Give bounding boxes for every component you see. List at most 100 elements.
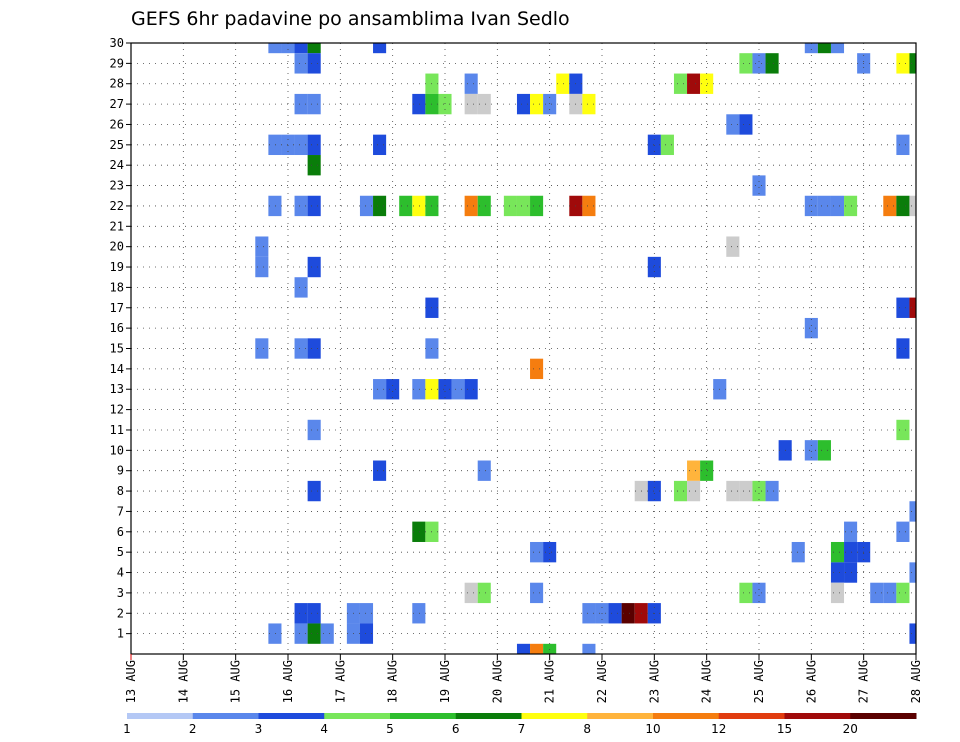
colorbar-label: 6: [452, 722, 460, 736]
data-cell: [412, 603, 426, 624]
y-tick-label: 14: [110, 362, 124, 376]
data-cell: [660, 134, 674, 156]
data-cell: [307, 134, 321, 156]
data-cell: [307, 256, 321, 278]
data-cell: [412, 521, 426, 542]
data-cell: [909, 623, 916, 644]
y-tick-label: 9: [117, 464, 124, 478]
colorbar-swatch: [258, 713, 325, 719]
y-axis-ticks: 1234567891011121314151617181920212223242…: [110, 36, 131, 641]
data-cell: [373, 379, 387, 400]
data-cell: [804, 43, 818, 54]
colorbar-label: 15: [777, 722, 792, 736]
data-cell: [255, 338, 269, 359]
x-tick-label: 26 AUG: [804, 660, 818, 703]
data-cell: [739, 582, 753, 604]
data-cell: [647, 134, 661, 156]
data-cell: [294, 195, 308, 217]
x-tick-label: 17 AUG: [333, 660, 347, 703]
x-axis-ticks: 13 AUG 14 AUG 15 AUG 16 AUG 17 AUG 18 AUG 19 A…: [124, 654, 923, 703]
data-cell: [359, 195, 374, 217]
data-cell: [464, 93, 478, 115]
data-cell: [765, 53, 779, 74]
data-cell: [294, 43, 308, 54]
data-cell: [896, 521, 910, 542]
data-cell: [530, 93, 544, 115]
data-cell: [464, 195, 478, 217]
data-cell: [412, 93, 426, 115]
data-cell: [647, 256, 661, 278]
data-cell: [844, 541, 858, 563]
data-cell: [530, 541, 544, 563]
data-cell: [556, 73, 570, 94]
data-cell: [804, 440, 818, 461]
y-tick-label: 15: [110, 342, 124, 356]
data-cell: [373, 43, 387, 54]
x-tick-label: 13 AUG: [124, 660, 138, 703]
data-cell: [307, 195, 321, 217]
y-tick-label: 21: [110, 219, 124, 233]
colorbar-label: 3: [255, 722, 263, 736]
y-tick-label: 1: [117, 627, 124, 641]
data-cell: [373, 134, 387, 156]
data-cell: [870, 582, 884, 604]
x-tick-label: 23 AUG: [647, 660, 661, 703]
data-cell: [516, 195, 531, 217]
data-cell: [294, 53, 308, 74]
y-tick-label: 4: [117, 566, 124, 580]
y-tick-label: 10: [110, 443, 124, 457]
data-cell: [320, 623, 334, 644]
data-cell: [359, 623, 374, 644]
data-cell: [543, 93, 557, 115]
data-cell: [582, 93, 596, 115]
data-cell: [726, 114, 740, 135]
data-cell: [804, 317, 818, 339]
y-tick-label: 30: [110, 36, 124, 50]
y-tick-label: 22: [110, 199, 124, 213]
data-cell: [294, 603, 308, 624]
y-tick-label: 28: [110, 77, 124, 91]
data-cell: [294, 93, 308, 115]
x-tick-label: 28 AUG: [909, 660, 923, 703]
data-cell: [687, 73, 701, 94]
chart-title: GEFS 6hr padavine po ansamblima Ivan Sed…: [131, 8, 570, 30]
data-cell: [477, 582, 491, 604]
x-tick-label: 19 AUG: [438, 660, 452, 703]
data-cell: [464, 379, 478, 400]
data-cell: [294, 623, 308, 644]
data-cell: [530, 643, 544, 654]
x-tick-label: 18 AUG: [386, 660, 400, 703]
colorbar-swatch: [784, 713, 851, 719]
data-cell: [307, 623, 321, 644]
data-cell: [359, 603, 374, 624]
data-cell: [896, 134, 910, 156]
data-cell: [530, 582, 544, 604]
y-tick-label: 25: [110, 138, 124, 152]
colorbar-label: 4: [320, 722, 328, 736]
data-cell: [307, 93, 321, 115]
colorbar-swatch: [455, 713, 522, 719]
data-cell: [530, 195, 544, 217]
grid-lines: [131, 43, 916, 654]
data-cell: [412, 195, 426, 217]
y-tick-label: 6: [117, 525, 124, 539]
data-cell: [399, 195, 413, 217]
data-cell: [307, 43, 321, 54]
data-cell: [739, 114, 753, 135]
data-cell: [830, 43, 845, 54]
y-tick-label: 7: [117, 504, 124, 518]
data-cell: [909, 562, 916, 583]
colorbar-label: 2: [189, 722, 197, 736]
data-cell: [896, 53, 910, 74]
colorbar-label: 10: [645, 722, 660, 736]
data-cell: [582, 195, 596, 217]
data-cell: [268, 195, 282, 217]
colorbar-label: 7: [518, 722, 526, 736]
x-tick-label: 24 AUG: [700, 660, 714, 703]
data-cell: [255, 256, 269, 278]
data-cell: [883, 195, 897, 217]
data-cell: [817, 440, 831, 461]
data-cell: [726, 236, 740, 257]
data-cell: [687, 480, 701, 502]
